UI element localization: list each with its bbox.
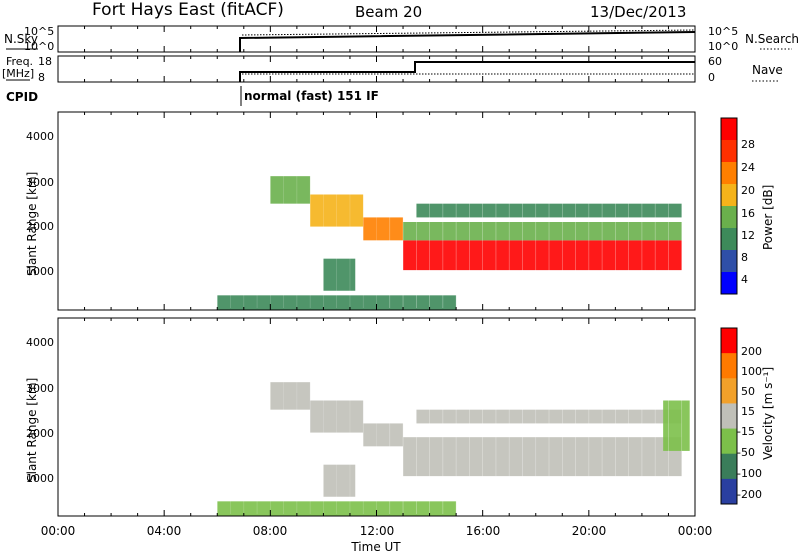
power-cbar-swatch-0	[721, 118, 737, 141]
power-region-1	[270, 176, 311, 204]
power-cbar-swatch-5	[721, 228, 737, 251]
velocity-region-2	[310, 400, 364, 433]
vel-cbar-tick-minus100: -100	[737, 467, 762, 480]
power-cbar-swatch-1	[721, 140, 737, 163]
power-ytick-3000: 3000	[26, 176, 54, 189]
velocity-cbar-swatch-3	[721, 403, 737, 430]
vel-cbar-tick-100: 100	[741, 365, 762, 378]
velocity-cbar-swatch-2	[721, 378, 737, 404]
velocity-colorbar	[721, 328, 737, 505]
velocity-cbar-label: Velocity [m s⁻¹]	[761, 367, 775, 460]
velocity-ytick-2000: 2000	[26, 427, 54, 440]
velocity-cbar-swatch-6	[721, 478, 737, 505]
x-tick-label-1200: 12:00	[360, 524, 395, 538]
nsky-series-line	[239, 31, 696, 52]
velocity-region-4	[403, 437, 682, 477]
power-ytick-4000: 4000	[26, 130, 54, 143]
velocity-heatmap	[216, 320, 690, 516]
velocity-cbar-swatch-1	[721, 353, 737, 379]
power-colorbar-frame	[720, 117, 738, 295]
velocity-ylabel: Slant Range [km]	[25, 378, 39, 482]
velocity-region-3	[363, 423, 404, 447]
velocity-ytick-1000: 1000	[26, 472, 54, 485]
power-ylabel: Slant Range [km]	[25, 172, 39, 276]
velocity-ytick-3000: 3000	[26, 382, 54, 395]
x-tick-label-0400: 04:00	[147, 524, 182, 538]
power-cbar-tick-16: 16	[741, 207, 755, 220]
power-ytick-1000: 1000	[26, 265, 54, 278]
nave-right-tick-bottom: 0	[708, 71, 715, 84]
beam-label: Beam 20	[355, 3, 422, 21]
power-region-7	[323, 258, 356, 291]
power-cbar-swatch-4	[721, 206, 737, 229]
vel-cbar-tick-minus50: -50	[737, 446, 755, 459]
velocity-region-5	[416, 409, 682, 424]
x-tick-label-2000: 20:00	[572, 524, 607, 538]
noise-left-tick-top: 10^5	[24, 25, 54, 38]
velocity-region-6	[323, 464, 356, 497]
x-tick-label-0800: 08:00	[253, 524, 288, 538]
velocity-region-7	[663, 400, 690, 451]
power-ytick-2000: 2000	[26, 220, 54, 233]
power-region-0	[217, 295, 457, 310]
noise-left-tick-bottom: 10^0	[24, 40, 54, 53]
power-cbar-tick-12: 12	[741, 229, 755, 242]
freq-label-line1: Freq.	[6, 55, 33, 68]
freq-left-tick-top: 18	[38, 55, 52, 68]
cpid-value: normal (fast) 151 IF	[244, 89, 379, 103]
freq-left-tick-bottom: 8	[38, 71, 45, 84]
nsearch-series-line	[241, 29, 696, 36]
velocity-cbar-swatch-4	[721, 428, 737, 455]
velocity-colorbar-frame	[720, 327, 738, 505]
noise-right-tick-top: 10^5	[708, 25, 738, 38]
velocity-ytick-4000: 4000	[26, 336, 54, 349]
power-region-3	[363, 217, 404, 241]
x-tick-label-0000-end: 00:00	[678, 524, 713, 538]
power-cbar-tick-4: 4	[741, 273, 748, 286]
power-region-4	[403, 240, 682, 271]
power-cbar-label: Power [dB]	[761, 185, 775, 250]
nsky-label: N.Sky	[4, 32, 38, 46]
noise-right-tick-bottom: 10^0	[708, 40, 738, 53]
vel-cbar-tick-200: 200	[741, 345, 762, 358]
vel-cbar-tick-minus200: -200	[737, 488, 762, 501]
power-colorbar	[721, 118, 737, 295]
freq-label-line2: [MHz]	[2, 67, 34, 80]
power-cbar-swatch-6	[721, 250, 737, 273]
power-cbar-tick-28: 28	[741, 138, 755, 151]
power-cbar-tick-20: 20	[741, 184, 755, 197]
cpid-label: CPID	[6, 90, 38, 104]
velocity-cbar-swatch-5	[721, 453, 737, 480]
power-region-5	[403, 222, 682, 241]
nave-label: Nave	[752, 63, 783, 77]
velocity-region-0	[217, 501, 457, 516]
velocity-region-1	[270, 382, 311, 410]
power-cbar-swatch-2	[721, 162, 737, 185]
vel-cbar-tick-50: 50	[741, 385, 755, 398]
vel-cbar-tick-minus15: -15	[737, 425, 755, 438]
power-region-2	[310, 194, 364, 227]
power-cbar-tick-8: 8	[741, 251, 748, 264]
x-tick-label-0000: 00:00	[41, 524, 76, 538]
freq-series-line	[239, 61, 695, 82]
x-tick-label-1600: 16:00	[466, 524, 501, 538]
power-cbar-swatch-3	[721, 184, 737, 207]
power-heatmap	[216, 114, 683, 310]
x-axis-ticks	[57, 26, 696, 516]
power-region-6	[416, 203, 682, 218]
date-label: 13/Dec/2013	[590, 3, 686, 21]
plot-title: Fort Hays East (fitACF)	[92, 0, 284, 20]
power-cbar-tick-24: 24	[741, 161, 755, 174]
velocity-cbar-swatch-0	[721, 328, 737, 354]
power-cbar-swatch-7	[721, 272, 737, 295]
nave-right-tick-top: 60	[708, 55, 722, 68]
nsearch-label: N.Search	[745, 32, 799, 46]
x-axis-label: Time UT	[350, 540, 401, 554]
vel-cbar-tick-15: 15	[741, 405, 755, 418]
